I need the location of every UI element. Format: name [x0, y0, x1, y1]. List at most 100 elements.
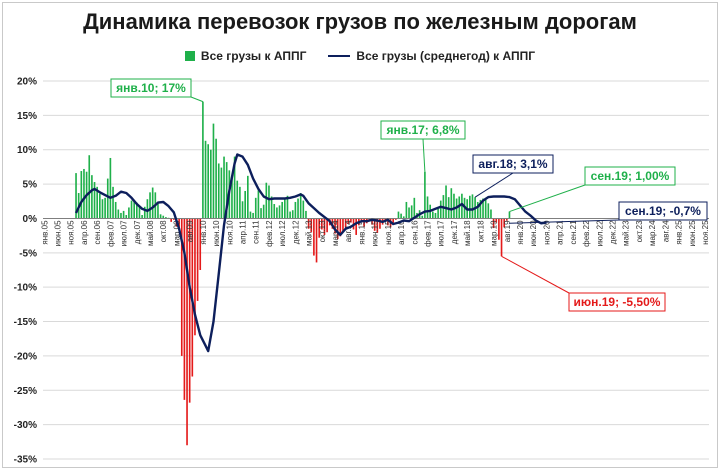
bar — [408, 207, 410, 219]
bar — [405, 201, 408, 219]
bar — [336, 218, 339, 240]
bar — [471, 194, 474, 219]
bar — [199, 218, 202, 270]
y-tick-label: -35% — [14, 455, 37, 466]
bar — [479, 199, 482, 219]
bar — [484, 197, 487, 219]
x-tick-label: сен.11 — [252, 220, 261, 244]
x-tick-label: янв.15 — [357, 220, 366, 245]
bar — [239, 186, 241, 219]
bar — [125, 215, 128, 219]
x-tick-label: янв.10 — [199, 220, 208, 245]
x-tick-label: апр.06 — [80, 220, 89, 245]
bar — [80, 171, 83, 219]
bar — [508, 211, 511, 219]
bar — [186, 218, 188, 446]
bar — [445, 185, 447, 219]
bar — [204, 140, 207, 219]
bar — [241, 201, 244, 219]
x-tick-label: июл.12 — [278, 220, 287, 247]
annotation-leader — [190, 96, 204, 103]
x-tick-label: фев.17 — [424, 220, 433, 247]
bar — [83, 168, 85, 219]
annotation-leader — [509, 184, 586, 213]
legend: Все грузы к АППГ Все грузы (среднегод) к… — [3, 49, 717, 63]
annotation-box — [584, 166, 676, 186]
annotation-label: сен.19; 1,00% — [591, 169, 670, 183]
bar — [188, 218, 191, 403]
bar — [194, 218, 196, 336]
bar — [432, 211, 434, 219]
bar — [410, 205, 413, 219]
bar — [334, 218, 336, 234]
annotation-label: авг.18; 3,1% — [478, 157, 548, 171]
y-tick-label: -25% — [14, 386, 37, 397]
bar — [257, 190, 260, 219]
bar — [313, 218, 315, 256]
bar — [299, 193, 302, 219]
bar — [106, 178, 109, 219]
bar — [262, 204, 265, 219]
x-tick-label: мар.14 — [331, 220, 340, 246]
bar — [284, 197, 286, 219]
bar — [128, 207, 130, 219]
annotation-leader — [422, 138, 426, 172]
bar — [371, 218, 373, 225]
annotation-box — [110, 78, 192, 98]
annotation-label: янв.17; 6,8% — [387, 123, 460, 137]
x-tick-label: дек.12 — [291, 220, 300, 244]
bar — [104, 197, 106, 219]
legend-swatch-line — [328, 55, 351, 57]
bar — [122, 210, 125, 219]
bar — [159, 214, 162, 219]
x-tick-label: июл.07 — [120, 220, 129, 247]
bar — [294, 201, 297, 219]
annotation-leader — [509, 219, 620, 224]
x-tick-label: сен.21 — [569, 220, 578, 245]
bar — [500, 218, 503, 257]
bar — [495, 218, 498, 223]
bar — [492, 218, 495, 229]
x-tick-label: фев.22 — [582, 220, 591, 247]
bar — [498, 218, 500, 240]
legend-label-bars: Все грузы к АППГ — [200, 49, 307, 63]
x-tick-label: фев.12 — [265, 220, 274, 247]
bar — [141, 215, 143, 219]
bar — [318, 218, 320, 238]
y-tick-label: 0% — [23, 214, 38, 225]
x-tick-label: сен.16 — [410, 220, 419, 245]
bar — [476, 201, 479, 219]
bar — [344, 218, 347, 228]
bar — [421, 215, 424, 219]
x-tick-label: мар.19 — [490, 220, 499, 246]
bar — [133, 201, 135, 219]
bar — [180, 218, 183, 356]
bar — [268, 185, 270, 219]
x-tick-label: авг.14 — [344, 220, 353, 242]
bar — [109, 157, 112, 219]
bar — [413, 197, 416, 219]
bar — [252, 212, 254, 219]
bar — [453, 193, 455, 219]
y-tick-label: -15% — [14, 317, 37, 328]
bar — [286, 195, 289, 219]
bar — [379, 218, 381, 229]
bar — [302, 200, 305, 219]
bar — [326, 218, 328, 233]
bar — [120, 212, 122, 219]
bar — [244, 190, 246, 219]
bar — [99, 193, 101, 219]
x-tick-label: май.13 — [305, 220, 314, 246]
bar — [297, 198, 299, 219]
x-tick-label: май.18 — [463, 220, 472, 246]
bar — [93, 182, 96, 219]
bar — [143, 206, 146, 219]
x-tick-label: мар.24 — [648, 220, 657, 246]
bar — [173, 218, 175, 220]
bar — [225, 162, 228, 219]
x-tick-label: ноя.20 — [542, 220, 551, 245]
annotation-leader — [474, 172, 514, 198]
x-tick-label: май.23 — [622, 220, 631, 246]
bar — [88, 155, 91, 219]
